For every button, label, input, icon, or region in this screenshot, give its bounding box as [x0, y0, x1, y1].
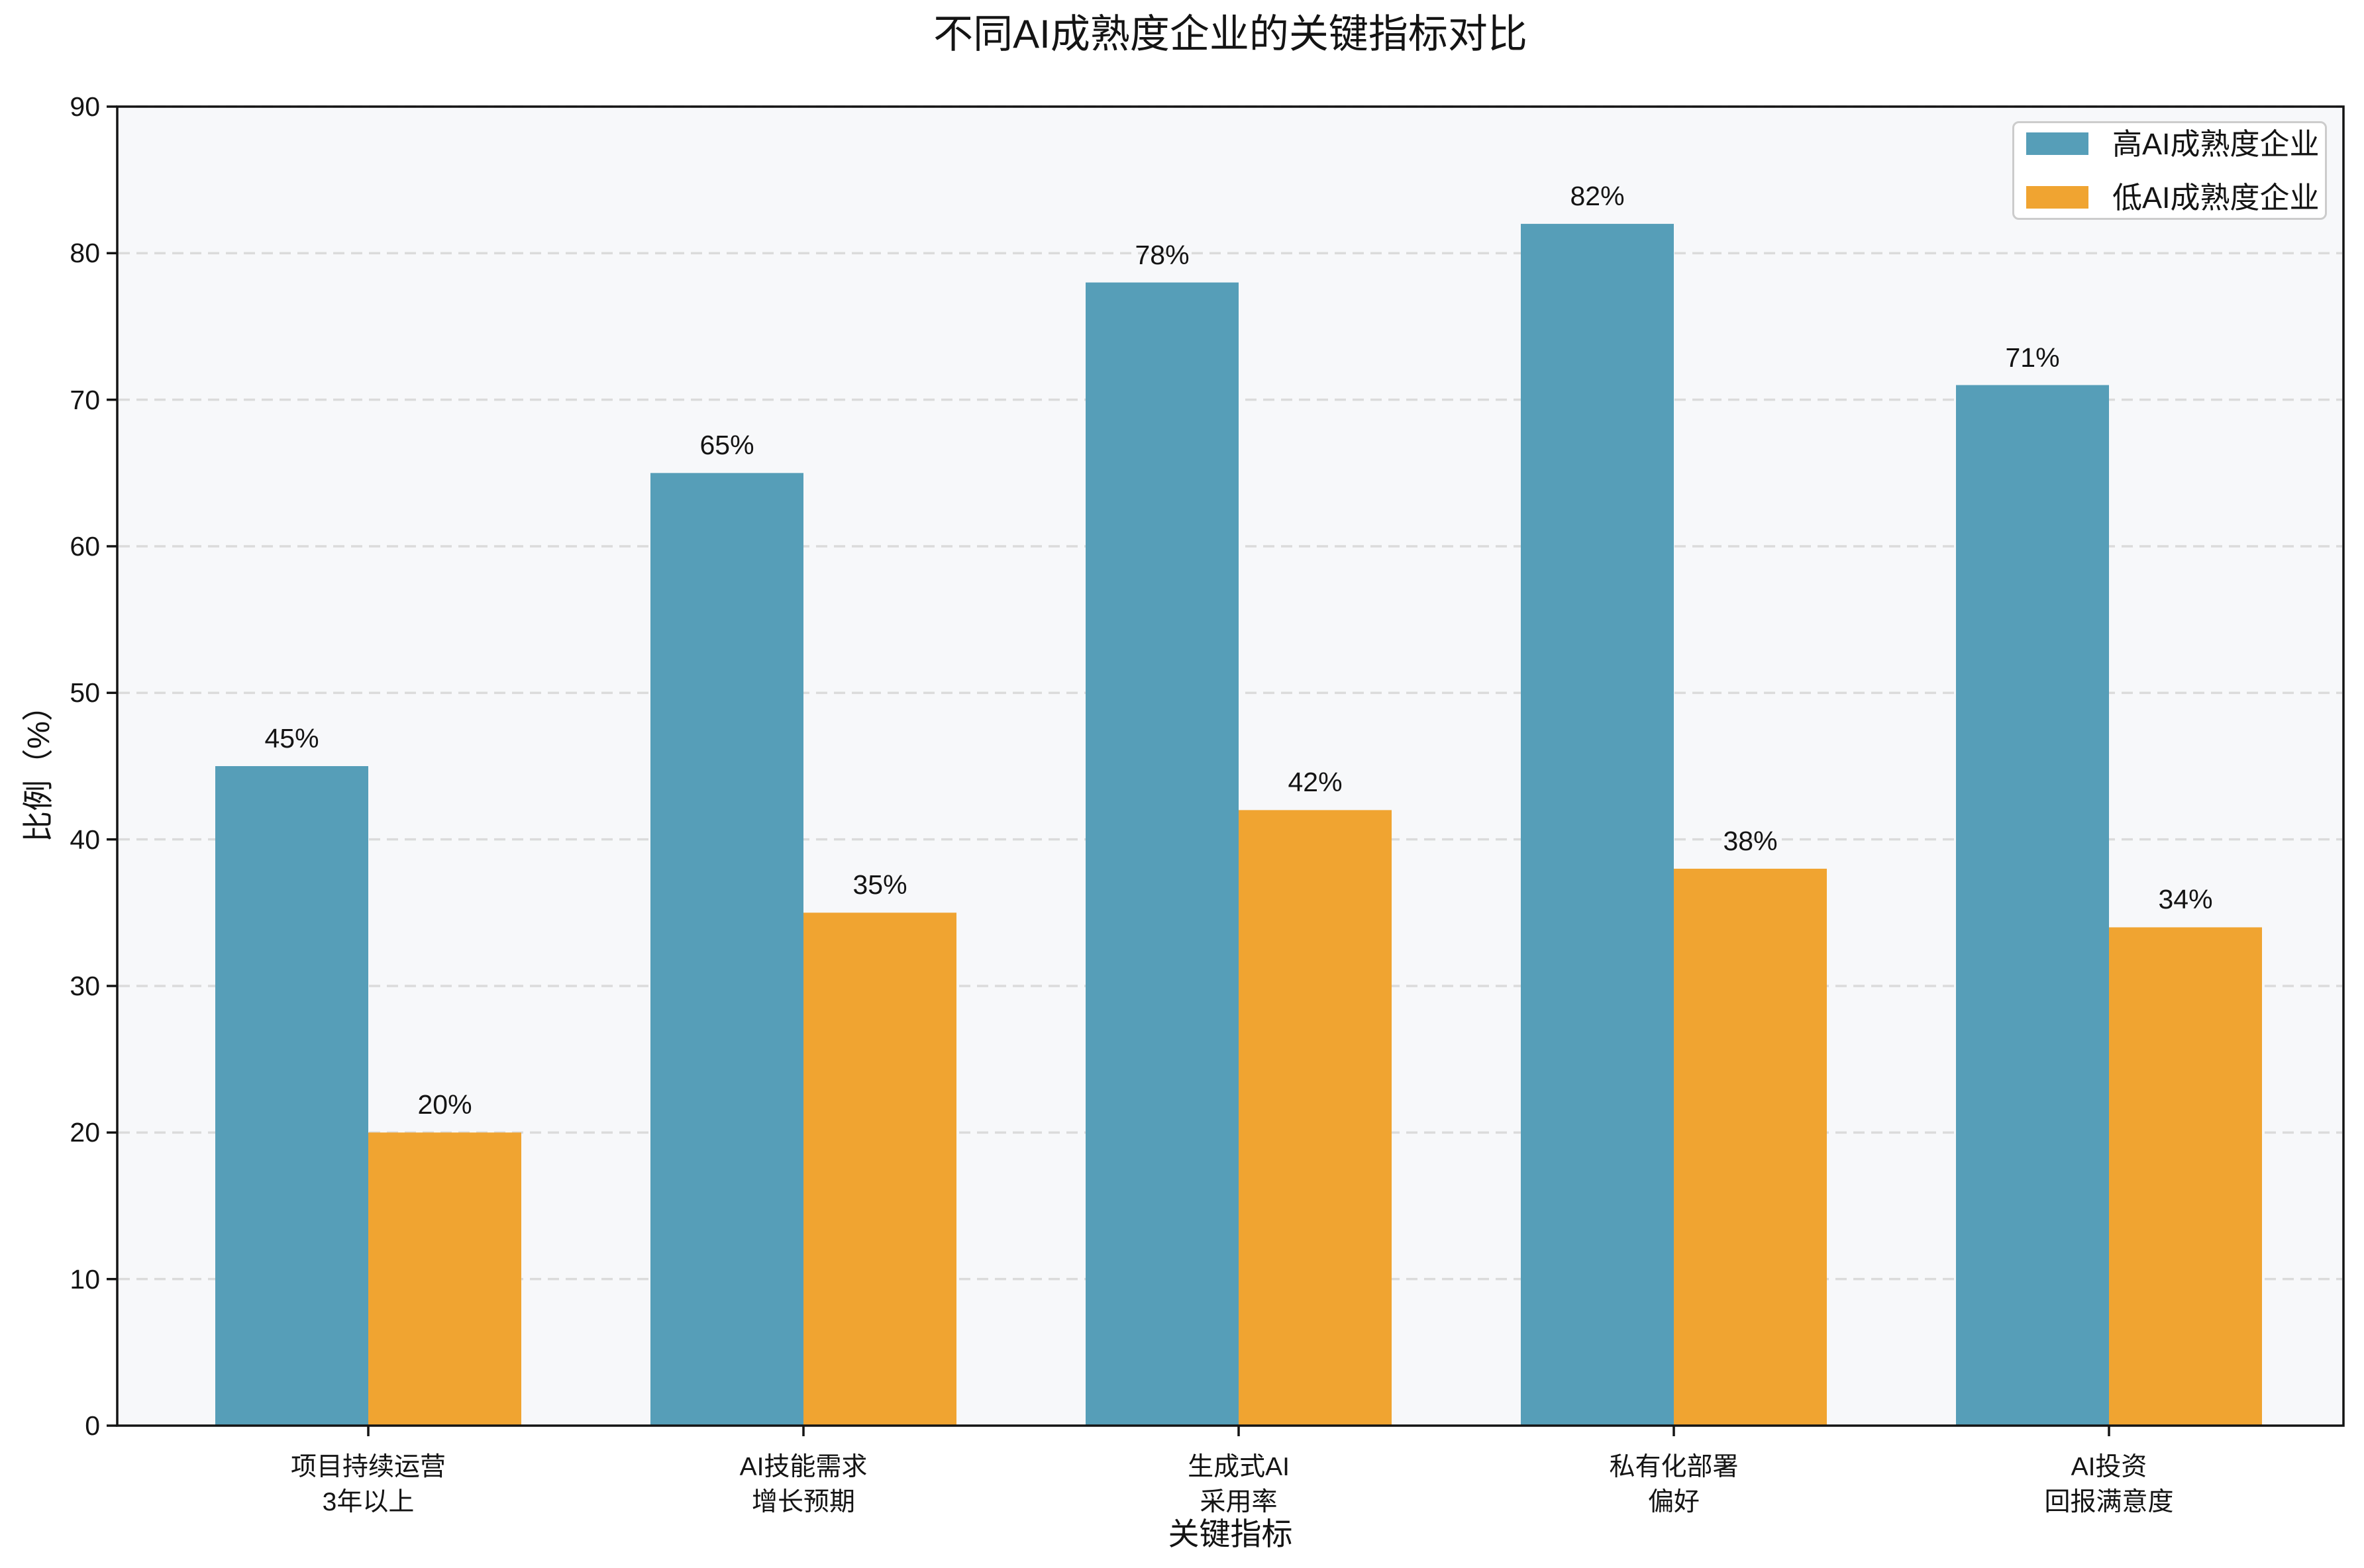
bar-高AI成熟度企业-2	[1086, 282, 1239, 1426]
bar-高AI成熟度企业-4	[1956, 385, 2109, 1426]
x-tick-label: 项目持续运营 3年以上	[290, 1453, 446, 1516]
value-label: 45%	[264, 723, 319, 754]
bar-低AI成熟度企业-1	[803, 912, 956, 1426]
value-label: 78%	[1135, 239, 1190, 270]
y-axis-title: 比例（%）	[21, 690, 56, 842]
y-tick-label: 30	[70, 971, 100, 1001]
value-label: 34%	[2158, 884, 2213, 915]
x-tick-label: 生成式AI 采用率	[1188, 1453, 1290, 1516]
value-label: 71%	[2005, 342, 2060, 373]
value-label: 65%	[699, 430, 754, 461]
bar-高AI成熟度企业-0	[215, 766, 368, 1426]
bar-低AI成熟度企业-0	[368, 1132, 521, 1426]
legend: 高AI成熟度企业 低AI成熟度企业	[2012, 121, 2327, 220]
legend-swatch-high-ai-maturity	[2026, 132, 2088, 155]
legend-swatch-low-ai-maturity	[2026, 186, 2088, 209]
y-tick-label: 40	[70, 824, 100, 855]
y-tick-label: 20	[70, 1117, 100, 1148]
y-tick-label: 80	[70, 238, 100, 269]
x-tick-label: AI投资 回报满意度	[2044, 1453, 2174, 1516]
bar-低AI成熟度企业-3	[1674, 868, 1827, 1426]
bar-高AI成熟度企业-1	[650, 473, 803, 1426]
axes-spines	[116, 105, 2345, 1427]
value-label: 42%	[1288, 767, 1343, 798]
x-tick-label: 私有化部署 偏好	[1609, 1453, 1739, 1516]
y-tick-label: 90	[70, 91, 100, 122]
bar-高AI成熟度企业-3	[1521, 224, 1674, 1426]
bar-低AI成熟度企业-4	[2109, 927, 2262, 1426]
bar-低AI成熟度企业-2	[1239, 810, 1392, 1426]
value-label: 38%	[1723, 825, 1778, 856]
y-tick-label: 60	[70, 531, 100, 562]
chart-title: 不同AI成熟度企业的关键指标对比	[933, 12, 1527, 56]
legend-item-high-ai-maturity: 高AI成熟度企业	[2026, 129, 2325, 159]
x-tick-label: AI技能需求 增长预期	[739, 1453, 868, 1516]
legend-item-low-ai-maturity: 低AI成熟度企业	[2026, 183, 2325, 213]
y-tick-label: 10	[70, 1263, 100, 1295]
y-tick-label: 70	[70, 384, 100, 415]
legend-label-high-ai-maturity: 高AI成熟度企业	[2112, 126, 2320, 161]
value-label: 35%	[852, 869, 907, 901]
value-label: 82%	[1570, 181, 1625, 212]
y-tick-label: 0	[85, 1410, 100, 1441]
legend-label-low-ai-maturity: 低AI成熟度企业	[2112, 180, 2320, 215]
x-axis-title: 关键指标	[1168, 1516, 1293, 1551]
value-label: 20%	[417, 1089, 472, 1120]
y-tick-label: 50	[70, 677, 100, 709]
